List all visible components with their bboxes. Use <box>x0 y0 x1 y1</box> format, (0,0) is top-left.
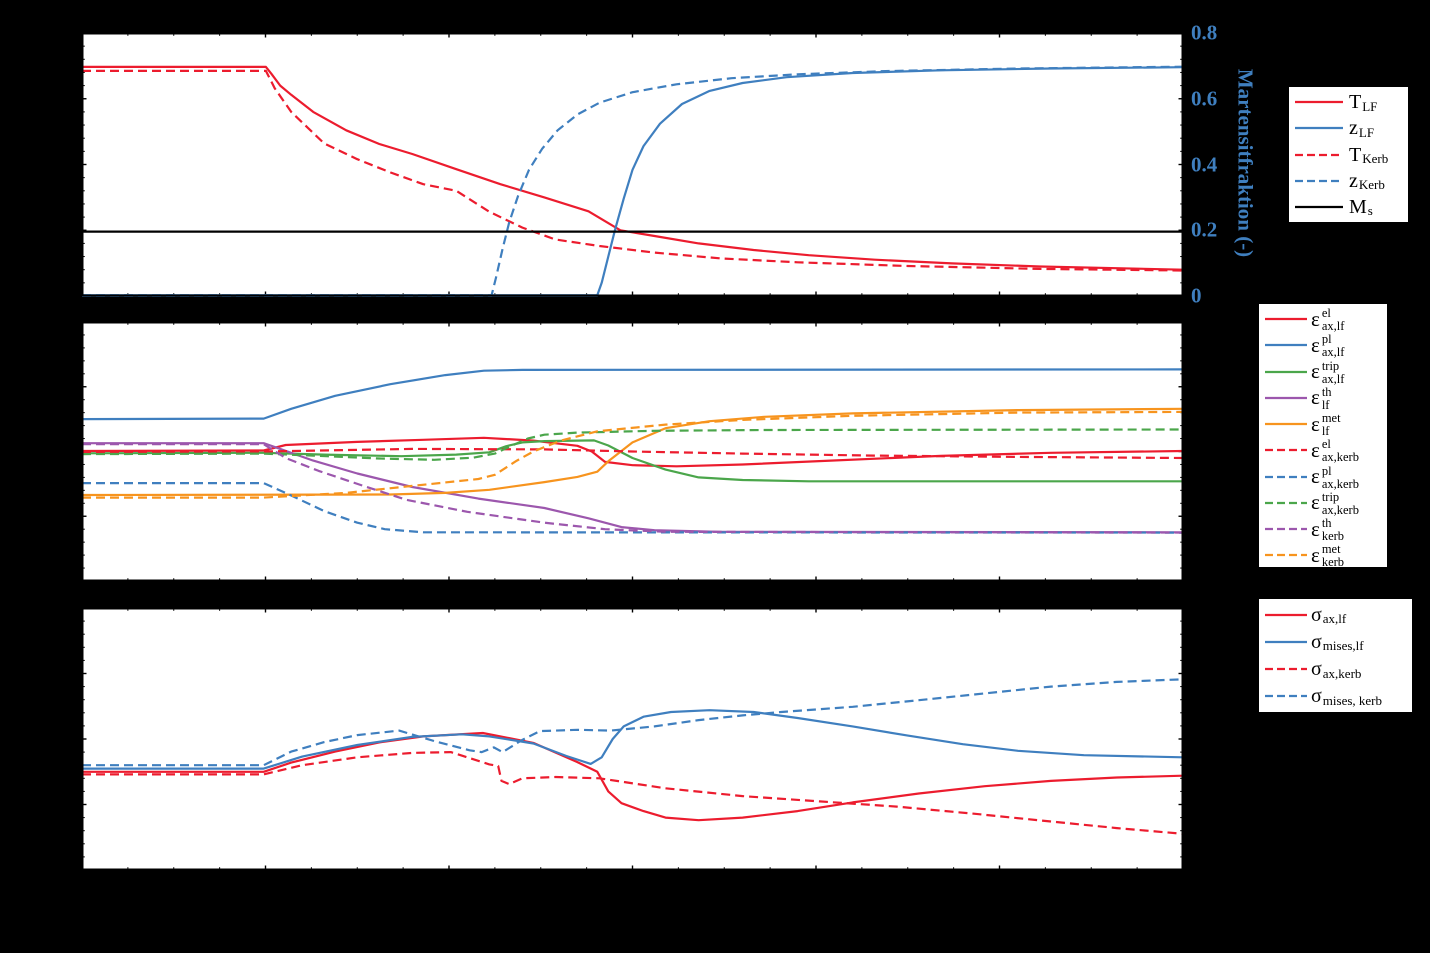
legend-entry: T LF <box>1289 89 1408 115</box>
legend-entry: T Kerb <box>1289 141 1408 167</box>
series-T_Kerb <box>82 69 1184 272</box>
legend-label: σ mises, kerb <box>1311 685 1382 708</box>
legend-entry: ε th lf <box>1259 384 1387 412</box>
legend-entry: ε met kerb <box>1259 542 1387 570</box>
legend-label: z Kerb <box>1349 169 1385 193</box>
right-axis-tick-label: 0.6 <box>1191 86 1218 111</box>
legend-line-sample <box>1265 475 1307 478</box>
legend-entry: σ mises,lf <box>1259 628 1412 655</box>
legend-entry: z Kerb <box>1289 168 1408 194</box>
series-eps_trip_ax_lf <box>81 439 1183 483</box>
right-axis-tick-label: 0.4 <box>1191 152 1218 176</box>
legend-line-sample <box>1265 318 1307 321</box>
legend-label: σ ax,lf <box>1311 603 1347 627</box>
legend-line-sample <box>1265 370 1307 373</box>
legend-label: ε th kerb <box>1311 516 1345 544</box>
legend-line-sample <box>1265 396 1307 399</box>
legend-line-sample <box>1265 344 1307 347</box>
legend-line-sample <box>1295 205 1343 209</box>
legend-entry: ε pl ax,kerb <box>1259 464 1387 490</box>
series-eps_met_lf <box>81 407 1184 497</box>
legend-line-sample <box>1265 695 1307 698</box>
legend-line-sample <box>1295 100 1343 104</box>
plot-frame <box>82 322 1183 581</box>
series-eps_th_kerb <box>82 443 1184 534</box>
legend-line-sample <box>1265 640 1307 643</box>
legend-strain-components: ε el ax,lf ε pl ax,lf ε trip ax,lf ε th lf ε met lf ε el… <box>1258 303 1388 570</box>
legend-label: T LF <box>1349 91 1378 114</box>
series-sigma_mises_kerb <box>82 678 1184 767</box>
plot-frame <box>82 33 1183 296</box>
legend-label: ε trip ax,lf <box>1311 358 1345 386</box>
legend-line-sample <box>1295 153 1343 156</box>
legend-entry: ε met lf <box>1259 411 1387 439</box>
series-T_LF <box>82 65 1184 271</box>
series-sigma_ax_kerb <box>82 751 1184 835</box>
series-eps_met_kerb <box>82 410 1184 499</box>
series-eps_th_lf <box>82 442 1184 534</box>
legend-label: ε el ax,kerb <box>1311 437 1359 465</box>
legend-line-sample <box>1265 423 1307 426</box>
legend-label: σ mises,lf <box>1311 630 1364 654</box>
legend-label: ε met lf <box>1311 411 1341 439</box>
legend-line-sample <box>1265 449 1307 452</box>
legend-stresses: σ ax,lf σ mises,lf σ ax,kerb σ mises, kerb <box>1258 598 1413 713</box>
series-z_Kerb <box>82 65 1184 297</box>
right-axis-tick-label: 0.8 <box>1191 20 1218 45</box>
legend-entry: z LF <box>1289 115 1408 141</box>
legend-label: ε pl ax,kerb <box>1311 463 1359 491</box>
legend-entry: ε trip ax,lf <box>1259 359 1387 385</box>
legend-line-sample <box>1265 613 1307 616</box>
legend-entry: ε el ax,kerb <box>1259 437 1387 465</box>
legend-entry: σ ax,lf <box>1259 601 1412 628</box>
legend-entry: ε el ax,lf <box>1259 306 1387 334</box>
series-eps_pl_ax_lf <box>81 368 1184 421</box>
panel-temperature-martensite <box>77 28 1188 301</box>
legend-entry: σ mises, kerb <box>1259 683 1412 710</box>
legend-entry: ε trip ax,kerb <box>1259 489 1387 517</box>
plot-frame <box>82 608 1183 870</box>
legend-line-sample <box>1265 668 1307 671</box>
legend-line-sample <box>1265 528 1307 531</box>
legend-line-sample <box>1295 127 1343 130</box>
legend-line-sample <box>1265 554 1307 557</box>
legend-line-sample <box>1265 501 1307 504</box>
legend-label: T Kerb <box>1349 143 1389 166</box>
legend-label: ε th lf <box>1311 384 1332 412</box>
panel-strain-components <box>77 317 1188 586</box>
legend-label: ε trip ax,kerb <box>1311 489 1359 517</box>
panel-stresses <box>77 603 1188 875</box>
series-eps_pl_ax_kerb <box>82 482 1184 534</box>
legend-label: σ ax,kerb <box>1311 658 1362 681</box>
right-axis-tick-label: 0 <box>1191 283 1202 308</box>
legend-entry: ε th kerb <box>1259 516 1387 544</box>
series-sigma_mises_lf <box>82 709 1184 770</box>
legend-entry: ε pl ax,lf <box>1259 332 1387 360</box>
right-axis-title: Martensitfraktion (-) <box>1233 68 1258 258</box>
series-eps_trip_ax_kerb <box>81 428 1184 461</box>
legend-label: ε met kerb <box>1311 542 1345 570</box>
series-eps_el_ax_kerb <box>81 447 1184 460</box>
legend-entry: σ ax,kerb <box>1259 656 1412 683</box>
legend-label: ε el ax,lf <box>1311 306 1345 334</box>
series-sigma_ax_lf <box>82 731 1184 822</box>
legend-label: z LF <box>1349 117 1375 140</box>
right-axis-tick-label: 0.2 <box>1191 217 1218 242</box>
legend-label: ε pl ax,lf <box>1311 332 1345 360</box>
legend-line-sample <box>1295 179 1343 182</box>
